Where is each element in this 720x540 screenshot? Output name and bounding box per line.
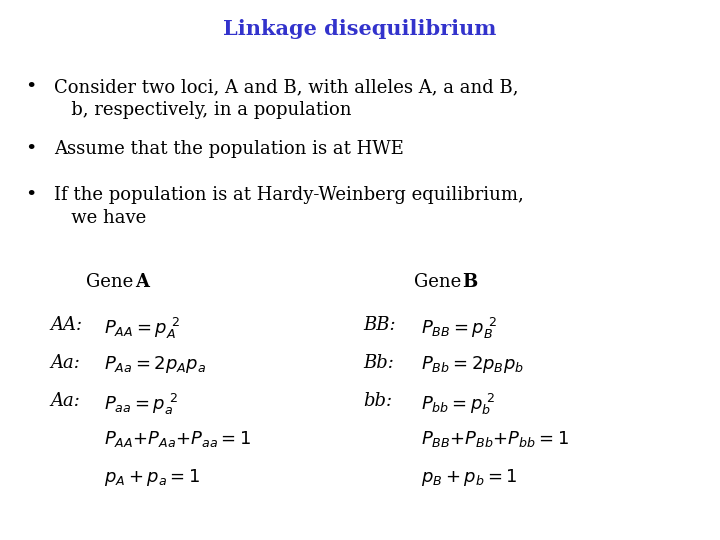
Text: $P_{BB}{+}P_{Bb}{+}P_{bb}{=}1$: $P_{BB}{+}P_{Bb}{+}P_{bb}{=}1$	[421, 429, 570, 449]
Text: $p_B + p_b = 1$: $p_B + p_b = 1$	[421, 467, 518, 488]
Text: $P_{BB} = p_B^{\ 2}$: $P_{BB} = p_B^{\ 2}$	[421, 316, 497, 341]
Text: $P_{AA}{+}P_{Aa}{+}P_{aa} = 1$: $P_{AA}{+}P_{Aa}{+}P_{aa} = 1$	[104, 429, 251, 449]
Text: $p_A + p_a = 1$: $p_A + p_a = 1$	[104, 467, 201, 488]
Text: If the population is at Hardy-Weinberg equilibrium,
   we have: If the population is at Hardy-Weinberg e…	[54, 186, 523, 227]
Text: bb:: bb:	[364, 392, 392, 409]
Text: $P_{AA} = p_A^{\ 2}$: $P_{AA} = p_A^{\ 2}$	[104, 316, 180, 341]
Text: $P_{bb} = p_b^{\ 2}$: $P_{bb} = p_b^{\ 2}$	[421, 392, 496, 417]
Text: $P_{aa} = p_a^{\ 2}$: $P_{aa} = p_a^{\ 2}$	[104, 392, 179, 416]
Text: AA:: AA:	[50, 316, 83, 334]
Text: Linkage disequilibrium: Linkage disequilibrium	[223, 19, 497, 39]
Text: Gene: Gene	[86, 273, 140, 291]
Text: •: •	[25, 140, 37, 158]
Text: Assume that the population is at HWE: Assume that the population is at HWE	[54, 140, 404, 158]
Text: B: B	[462, 273, 477, 291]
Text: A: A	[135, 273, 148, 291]
Text: $P_{Bb} = 2p_B p_b$: $P_{Bb} = 2p_B p_b$	[421, 354, 524, 375]
Text: Gene: Gene	[414, 273, 467, 291]
Text: Bb:: Bb:	[364, 354, 395, 372]
Text: $P_{Aa} = 2p_A p_a$: $P_{Aa} = 2p_A p_a$	[104, 354, 207, 375]
Text: Aa:: Aa:	[50, 354, 80, 372]
Text: •: •	[25, 186, 37, 204]
Text: •: •	[25, 78, 37, 96]
Text: BB:: BB:	[364, 316, 396, 334]
Text: Aa:: Aa:	[50, 392, 80, 409]
Text: Consider two loci, A and B, with alleles A, a and B,
   b, respectively, in a po: Consider two loci, A and B, with alleles…	[54, 78, 518, 119]
